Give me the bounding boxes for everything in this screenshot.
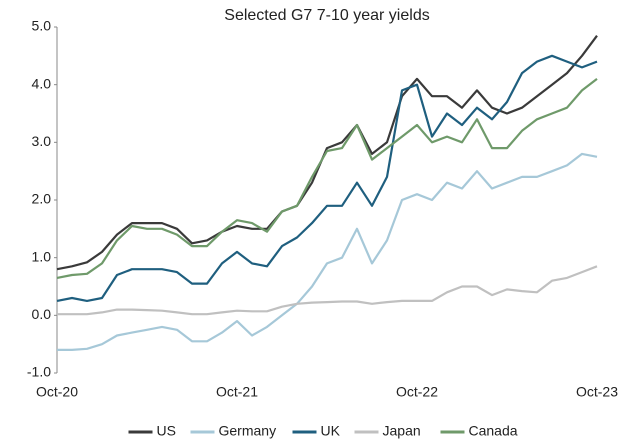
y-tick-label: 0.0 <box>32 306 52 322</box>
series-line <box>56 78 598 279</box>
legend-label: Germany <box>219 423 277 439</box>
legend-label: UK <box>321 423 341 439</box>
series-line <box>57 265 598 316</box>
legend-label: US <box>157 423 176 439</box>
series-line <box>57 152 598 351</box>
y-tick-label: 2.0 <box>32 191 52 207</box>
y-tick-label: 1.0 <box>32 248 52 264</box>
y-tick-label: -1.0 <box>27 364 51 380</box>
chart-title: Selected G7 7-10 year yields <box>224 7 429 24</box>
x-tick-label: Oct-23 <box>576 384 618 400</box>
y-tick-label: 5.0 <box>32 18 52 34</box>
y-tick-label: 4.0 <box>32 75 52 91</box>
x-tick-label: Oct-22 <box>396 384 438 400</box>
legend-label: Japan <box>383 423 421 439</box>
legend-label: Canada <box>469 423 518 439</box>
y-tick-label: 3.0 <box>32 133 52 149</box>
x-tick-label: Oct-21 <box>216 384 258 400</box>
series-line <box>56 35 598 271</box>
x-tick-label: Oct-20 <box>36 384 78 400</box>
series-line <box>56 54 598 302</box>
